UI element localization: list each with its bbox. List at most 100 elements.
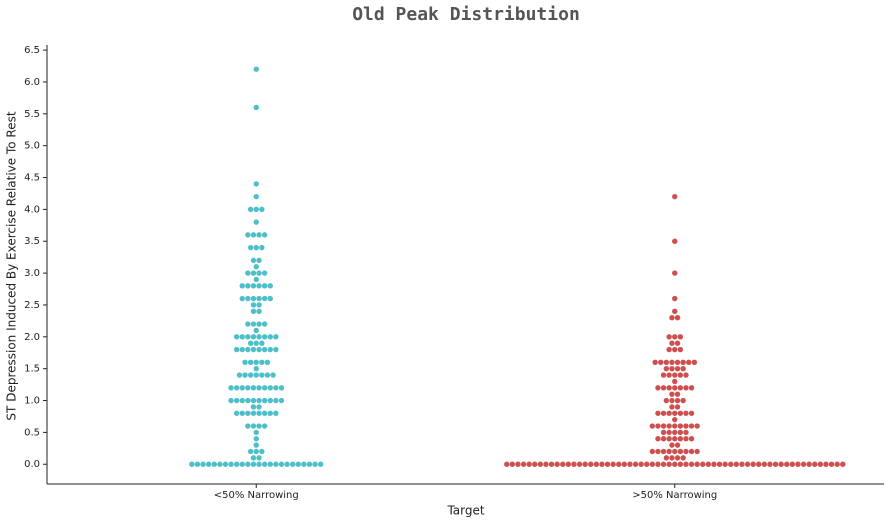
swarm-dot	[256, 270, 262, 276]
swarm-dot	[245, 295, 251, 302]
swarm-dot	[259, 206, 265, 213]
swarm-dot	[520, 461, 527, 467]
swarm-dot	[236, 372, 243, 378]
x-tick-label: >50% Narrowing	[632, 490, 717, 501]
swarm-dot	[245, 461, 251, 467]
swarm-dot	[686, 359, 692, 366]
swarm-dot	[245, 385, 251, 391]
swarm-dot	[239, 295, 245, 302]
swarm-dot	[666, 385, 672, 391]
swarm-dot	[582, 461, 588, 467]
swarm-dot	[672, 346, 678, 353]
swarm-dot	[669, 442, 675, 448]
swarm-dot	[261, 283, 268, 289]
swarm-dot	[688, 410, 695, 416]
swarm-dot	[672, 461, 678, 467]
swarm-dot	[256, 334, 262, 340]
swarm-dot	[250, 334, 257, 340]
swarm-dot	[526, 461, 532, 467]
swarm-dot	[655, 410, 661, 416]
swarm-dot	[677, 461, 684, 467]
swarm-dot	[784, 461, 790, 467]
swarm-dot	[250, 232, 257, 238]
swarm-dot	[672, 238, 678, 244]
swarm-dot	[674, 442, 681, 448]
swarm-dot	[317, 461, 324, 467]
swarm-dot	[250, 397, 257, 404]
swarm-dot	[669, 455, 675, 461]
swarm-dot	[233, 461, 240, 467]
swarm-dot	[273, 397, 279, 404]
swarm-dot	[694, 461, 700, 467]
swarm-dot	[649, 448, 656, 455]
swarm-dot	[560, 461, 566, 467]
swarm-dot	[672, 448, 678, 455]
swarm-dot	[683, 448, 689, 455]
swarm-dot	[312, 461, 318, 467]
swarm-dot	[666, 436, 672, 442]
swarm-dot	[253, 429, 259, 436]
swarm-dot	[253, 264, 259, 270]
swarm-dot	[658, 359, 664, 366]
swarm-dot	[828, 461, 835, 467]
swarm-dot	[247, 359, 254, 366]
swarm-dot	[674, 404, 681, 410]
swarm-dot	[672, 308, 678, 315]
swarm-dot	[669, 397, 675, 404]
swarm-dot	[663, 359, 670, 366]
swarm-dot	[222, 461, 229, 467]
swarm-dot	[278, 385, 285, 391]
swarm-dot	[655, 423, 661, 429]
swarm-dot	[301, 461, 307, 467]
swarm-dot	[655, 461, 661, 467]
swarm-dot	[669, 340, 675, 346]
swarm-dot	[245, 397, 251, 404]
swarm-dot	[273, 385, 279, 391]
swarm-dot	[253, 104, 259, 111]
y-tick-label: 5.0	[24, 141, 40, 152]
swarm-dot	[228, 397, 234, 404]
swarm-dot	[610, 461, 616, 467]
swarm-dot	[253, 372, 259, 378]
swarm-dot	[672, 416, 678, 423]
swarm-dot	[261, 410, 268, 416]
swarm-dot	[666, 423, 672, 429]
swarm-dot	[772, 461, 779, 467]
swarm-dot	[789, 461, 796, 467]
swarm-dot	[261, 321, 268, 327]
swarm-dot	[259, 340, 265, 346]
swarm-dot	[267, 283, 273, 289]
swarm-dot	[247, 206, 254, 213]
swarm-dot	[688, 423, 695, 429]
swarm-dot	[273, 410, 279, 416]
swarm-dot	[253, 436, 259, 442]
swarm-dot	[250, 270, 257, 276]
swarm-dot	[660, 429, 667, 436]
swarm-dot	[677, 423, 684, 429]
swarm-dot	[700, 461, 706, 467]
x-tick-label: <50% Narrowing	[214, 490, 299, 501]
swarm-dot	[834, 461, 840, 467]
swarm-dot	[242, 359, 248, 366]
swarm-dot	[688, 448, 695, 455]
swarm-dot	[261, 397, 268, 404]
swarm-dot	[616, 461, 622, 467]
swarm-dot	[532, 461, 538, 467]
swarm-dot	[666, 372, 672, 378]
swarm-dot	[677, 372, 684, 378]
swarm-dot	[767, 461, 773, 467]
swarm-dot	[660, 423, 667, 429]
swarm-dot	[680, 455, 686, 461]
swarm-dot	[666, 346, 672, 353]
swarm-dot	[264, 372, 271, 378]
swarm-dot	[256, 302, 262, 308]
swarm-dot	[267, 461, 273, 467]
swarm-dot	[683, 423, 689, 429]
swarm-dot	[250, 385, 257, 391]
swarm-dot	[677, 334, 684, 340]
swarm-dot	[683, 385, 689, 391]
swarm-dot	[660, 448, 667, 455]
swarm-dot	[245, 283, 251, 289]
swarm-dot	[253, 448, 259, 455]
